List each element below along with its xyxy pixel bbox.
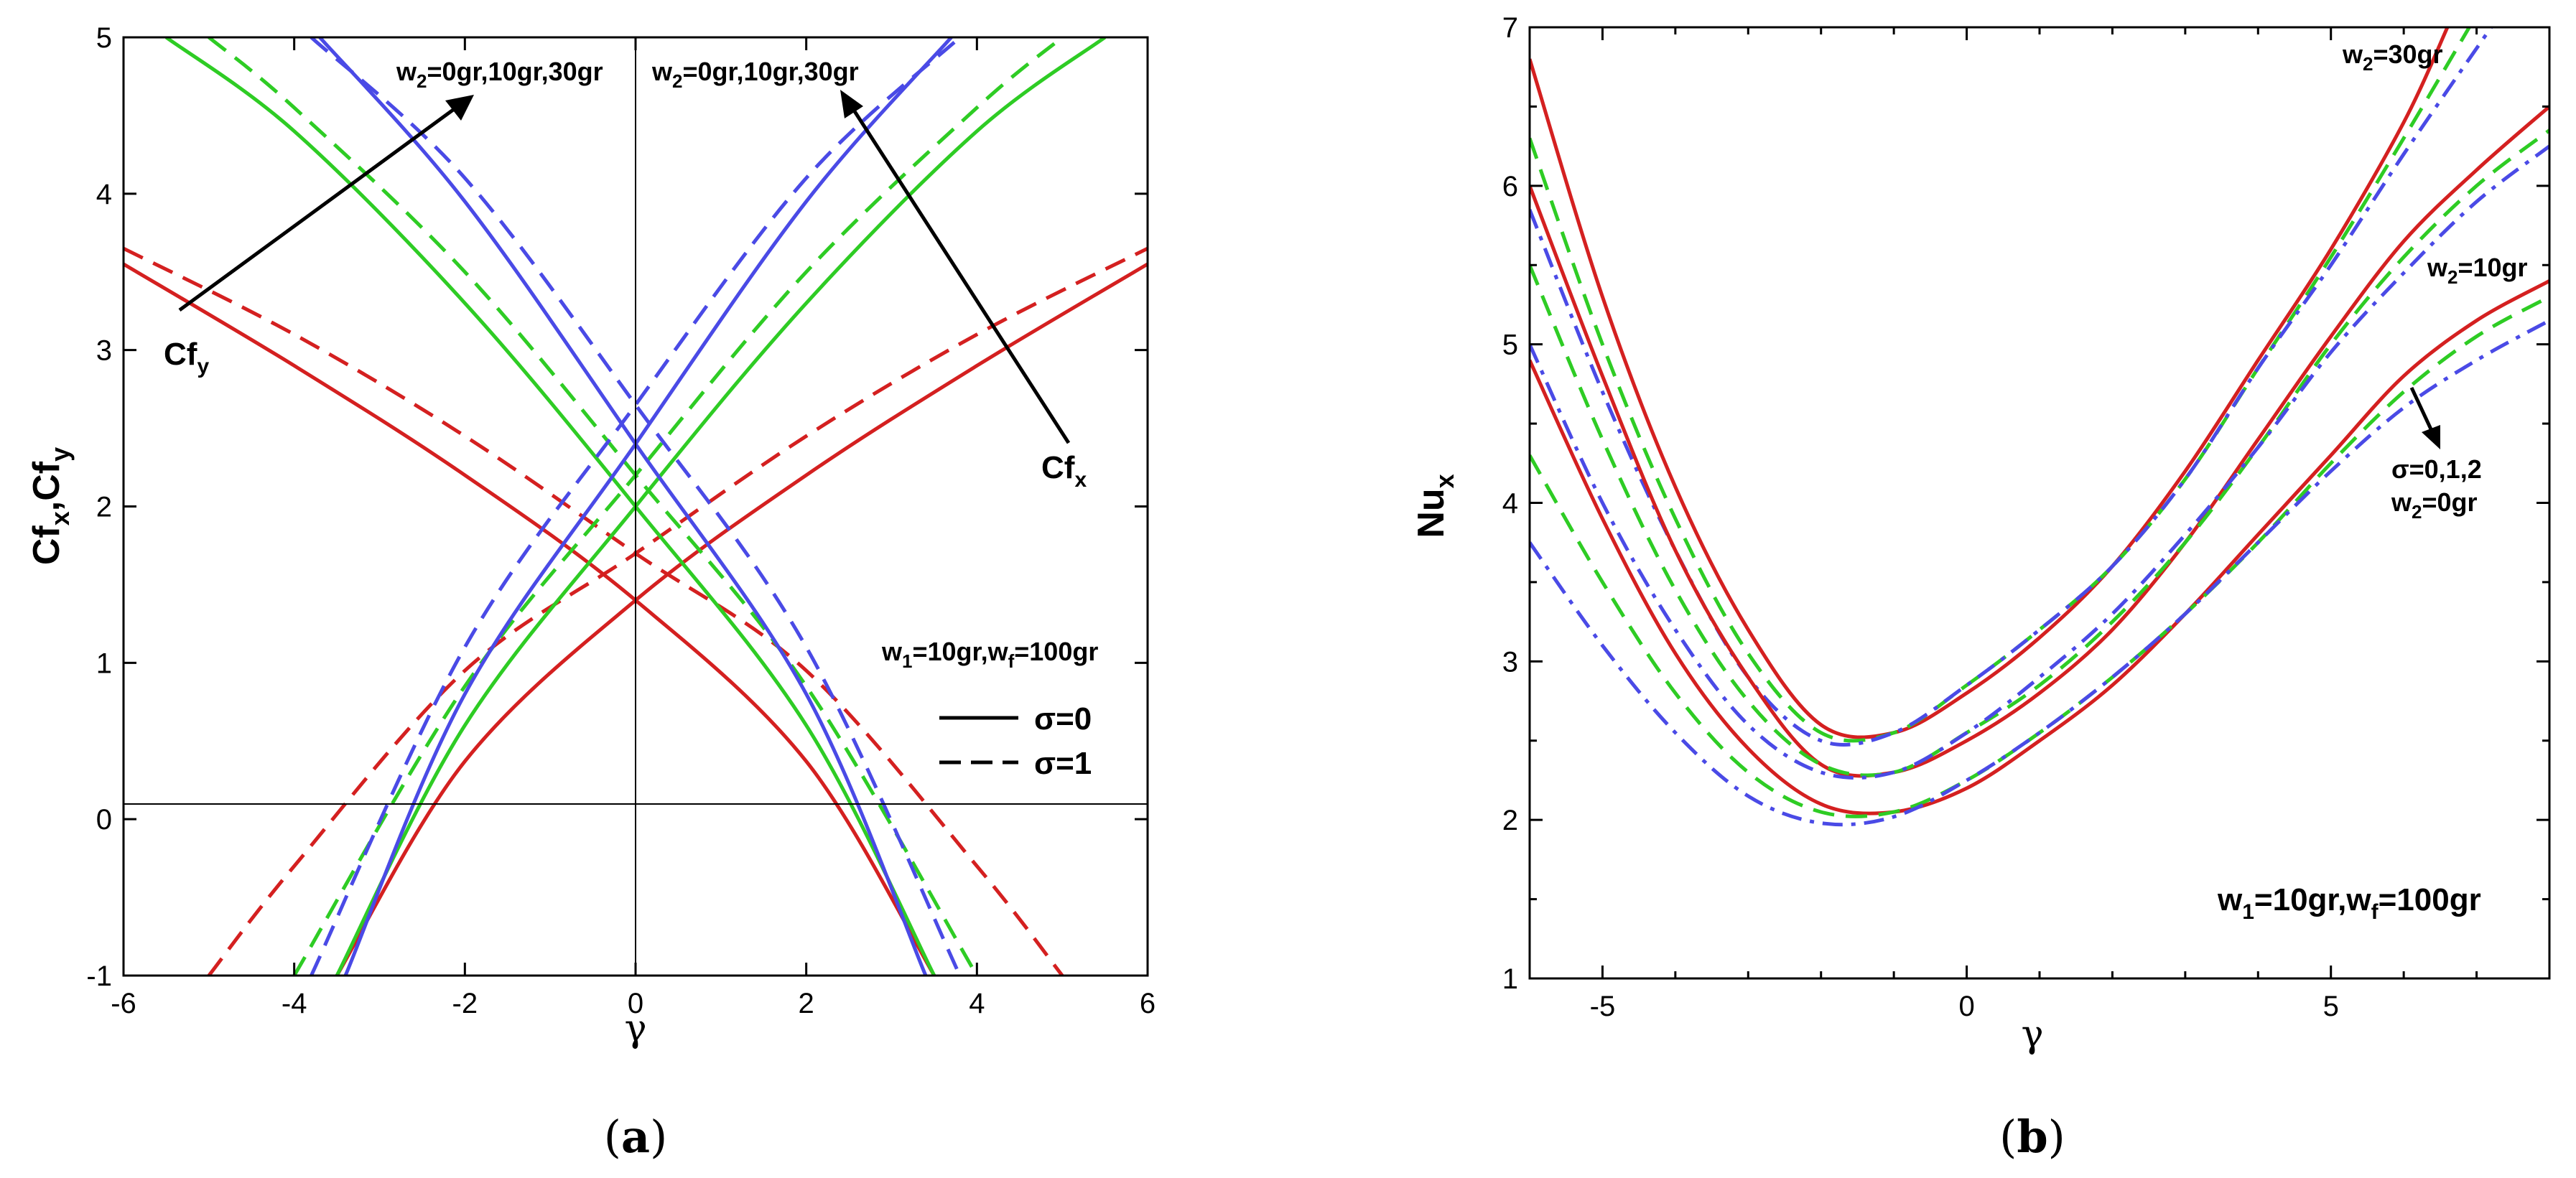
panel-a-annotation-w2-right: w2=0gr,10gr,30gr xyxy=(651,57,859,92)
panel-b-series-line-4 xyxy=(1530,128,2549,777)
panel-a-series-line-1 xyxy=(124,262,936,976)
panel-b-conditions: w1=10gr,wf=100gr xyxy=(2217,882,2481,924)
panel-b-annotation-w2-0: w2=0gr xyxy=(2391,487,2478,523)
panel-b-y-tick-label: 6 xyxy=(1502,171,1518,202)
chart-panel-a: -6 -4 -2 0 2 4 6 -1 0 1 2 3 4 5 Cfx,Cfy γ w2=0gr,10gr… xyxy=(26,22,1156,1163)
panel-a-x-tick-label: -2 xyxy=(452,988,478,1019)
panel-a-annotation-cfy: Cfy xyxy=(164,337,209,378)
panel-a-conditions: w1=10gr,wf=100gr xyxy=(881,637,1098,672)
panel-b-series-line-5 xyxy=(1530,144,2549,780)
panel-b-y-tick-label: 7 xyxy=(1502,12,1518,44)
panel-a-annotation-w2-left: w2=0gr,10gr,30gr xyxy=(396,57,603,92)
panel-b-series-line-3 xyxy=(1530,105,2549,778)
panel-a-series-line-7 xyxy=(208,37,979,976)
panel-b-series-line-8 xyxy=(1530,319,2549,827)
panel-b-y-tick-label: 1 xyxy=(1502,963,1518,995)
panel-a-x-tick-label: -6 xyxy=(111,988,136,1019)
panel-a-series-line-9 xyxy=(318,37,928,976)
panel-a-x-tick-label: 2 xyxy=(799,988,814,1019)
panel-a-series-line-3 xyxy=(124,246,1064,976)
panel-b-x-tick-label: -5 xyxy=(1590,991,1616,1022)
panel-a-series-line-4 xyxy=(335,37,1107,976)
panel-a-y-tick-label: -1 xyxy=(86,960,112,992)
panel-b-series-line-6 xyxy=(1530,279,2549,815)
panel-b-x-axis-label: γ xyxy=(2021,1013,2043,1056)
panel-a-legend: σ=0 σ=1 xyxy=(939,701,1092,781)
panel-b-series-line-0 xyxy=(1530,27,2450,739)
panel-b-arrow-sigma xyxy=(2409,386,2440,449)
panel-a-series-line-6 xyxy=(292,37,1064,976)
panel-b-annotation-sigma: σ=0,1,2 xyxy=(2391,454,2482,484)
panel-a-series-line-10 xyxy=(310,37,962,976)
panel-a-y-tick-label: 2 xyxy=(96,492,112,523)
panel-b-label: (b) xyxy=(1999,1111,2065,1163)
panel-b-series-line-2 xyxy=(1530,27,2493,747)
panel-a-series-line-11 xyxy=(310,37,962,976)
panel-b-annotation-w2-10: w2=10gr xyxy=(2427,253,2528,288)
panel-b-y-axis-label: Nux xyxy=(1410,474,1459,538)
panel-b-series-line-1 xyxy=(1530,27,2471,743)
panel-a-y-tick-label: 1 xyxy=(96,648,112,679)
panel-a-series-line-2 xyxy=(207,246,1148,976)
panel-a-series-line-8 xyxy=(343,37,953,976)
legend-label-sigma1: σ=1 xyxy=(1034,746,1092,781)
panel-a-x-tick-label: 6 xyxy=(1140,988,1156,1019)
panel-b-x-tick-label: 0 xyxy=(1958,991,1974,1022)
legend-label-sigma0: σ=0 xyxy=(1034,701,1092,737)
panel-a-y-axis-label: Cfx,Cfy xyxy=(26,447,75,565)
panel-a-x-tick-label: 0 xyxy=(628,988,643,1019)
panel-a-annotation-cfx: Cfx xyxy=(1041,450,1087,492)
panel-a-y-tick-label: 5 xyxy=(96,22,112,54)
panel-a-y-tick-label: 0 xyxy=(96,804,112,836)
panel-a-x-tick-label: -4 xyxy=(282,988,307,1019)
panel-a-series-line-5 xyxy=(164,37,936,976)
panel-a-x-axis-label: γ xyxy=(624,1007,646,1050)
panel-a-label: (a) xyxy=(604,1111,668,1163)
panel-a-arrow-right xyxy=(840,90,1071,444)
panel-b-y-tick-label: 4 xyxy=(1502,488,1518,520)
panel-a-x-tick-label: 4 xyxy=(969,988,985,1019)
panel-a-arrow-left xyxy=(178,95,474,312)
panel-b-annotation-w2-30: w2=30gr xyxy=(2342,39,2443,75)
chart-panel-b: -5 0 5 1 2 3 4 5 6 7 Nux γ w2=30gr w2=10gr σ=0,1,… xyxy=(1410,12,2551,1163)
panel-b-ticks: -5 0 5 1 2 3 4 5 6 7 xyxy=(1502,12,2551,1022)
panel-a-y-tick-label: 4 xyxy=(96,179,112,210)
panel-a-ticks: -6 -4 -2 0 2 4 6 -1 0 1 2 3 4 5 xyxy=(86,22,1156,1019)
panel-b-x-tick-label: 5 xyxy=(2323,991,2339,1022)
panel-b-y-tick-label: 5 xyxy=(1502,329,1518,361)
panel-b-series-layer xyxy=(1530,27,2549,827)
panel-b-y-tick-label: 3 xyxy=(1502,646,1518,678)
panel-b-y-tick-label: 2 xyxy=(1502,805,1518,836)
panel-a-y-tick-label: 3 xyxy=(96,335,112,367)
panel-a-series-line-0 xyxy=(335,262,1148,976)
